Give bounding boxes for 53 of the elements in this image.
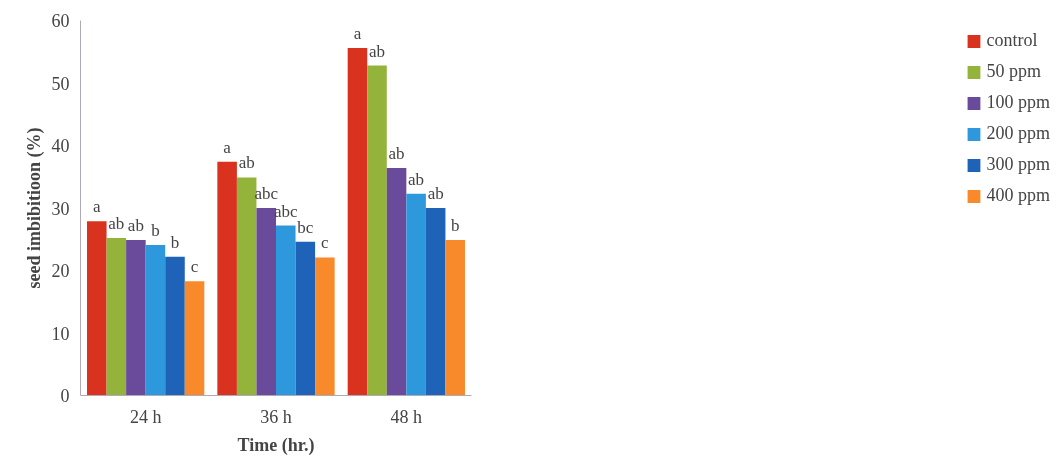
bar bbox=[295, 241, 316, 396]
y-axis-title: seed imbibitioon (%) bbox=[23, 127, 45, 289]
bar bbox=[347, 48, 368, 396]
y-tick-label: 30 bbox=[51, 198, 70, 219]
bar bbox=[106, 238, 127, 396]
data-label: ab bbox=[427, 184, 444, 203]
y-tick-label: 20 bbox=[51, 261, 70, 281]
bar bbox=[165, 256, 185, 396]
bar bbox=[87, 221, 107, 396]
x-tick-label: 36 h bbox=[260, 406, 292, 427]
y-tick-label: 0 bbox=[60, 386, 70, 406]
bar bbox=[445, 239, 465, 396]
data-label: a bbox=[353, 24, 362, 43]
data-label: c bbox=[321, 233, 330, 253]
x-axis-title: Time (hr.) bbox=[237, 434, 315, 456]
legend-label: 400 ppm bbox=[986, 185, 1050, 206]
data-label: b bbox=[151, 220, 160, 240]
x-tick-label: 48 h bbox=[390, 406, 423, 427]
legend-label: 300 ppm bbox=[986, 154, 1050, 175]
bar bbox=[145, 244, 166, 396]
data-label: b bbox=[450, 215, 460, 235]
bar bbox=[236, 177, 257, 396]
bar bbox=[217, 161, 237, 396]
y-tick-label: 10 bbox=[51, 323, 70, 344]
legend-label: 100 ppm bbox=[986, 92, 1050, 113]
data-label: ab bbox=[108, 214, 125, 233]
data-label: ab bbox=[127, 215, 144, 235]
y-tick-label: 50 bbox=[51, 73, 70, 94]
data-label: ab bbox=[388, 144, 405, 163]
y-tick-label: 60 bbox=[51, 11, 70, 31]
data-label: ab bbox=[408, 169, 425, 189]
bar bbox=[425, 208, 446, 396]
bar bbox=[256, 208, 276, 396]
legend-label: 50 ppm bbox=[986, 61, 1041, 82]
bar bbox=[367, 65, 387, 396]
data-label: bc bbox=[297, 217, 314, 237]
data-label: a bbox=[223, 137, 232, 157]
bar bbox=[276, 225, 296, 396]
data-label: ab bbox=[368, 41, 386, 61]
bar bbox=[406, 193, 426, 396]
bar bbox=[386, 168, 407, 396]
legend-label: control bbox=[986, 30, 1038, 51]
y-tick-label: 40 bbox=[51, 136, 70, 156]
bar bbox=[126, 239, 146, 396]
data-label: b bbox=[170, 232, 180, 252]
bar bbox=[184, 281, 205, 396]
data-label: a bbox=[93, 197, 102, 217]
bar bbox=[315, 257, 335, 396]
x-tick-label: 24 h bbox=[129, 406, 162, 427]
data-label: abc bbox=[273, 201, 299, 221]
data-label: ab bbox=[238, 153, 255, 173]
data-label: c bbox=[190, 257, 199, 277]
legend-label: 200 ppm bbox=[986, 123, 1050, 144]
